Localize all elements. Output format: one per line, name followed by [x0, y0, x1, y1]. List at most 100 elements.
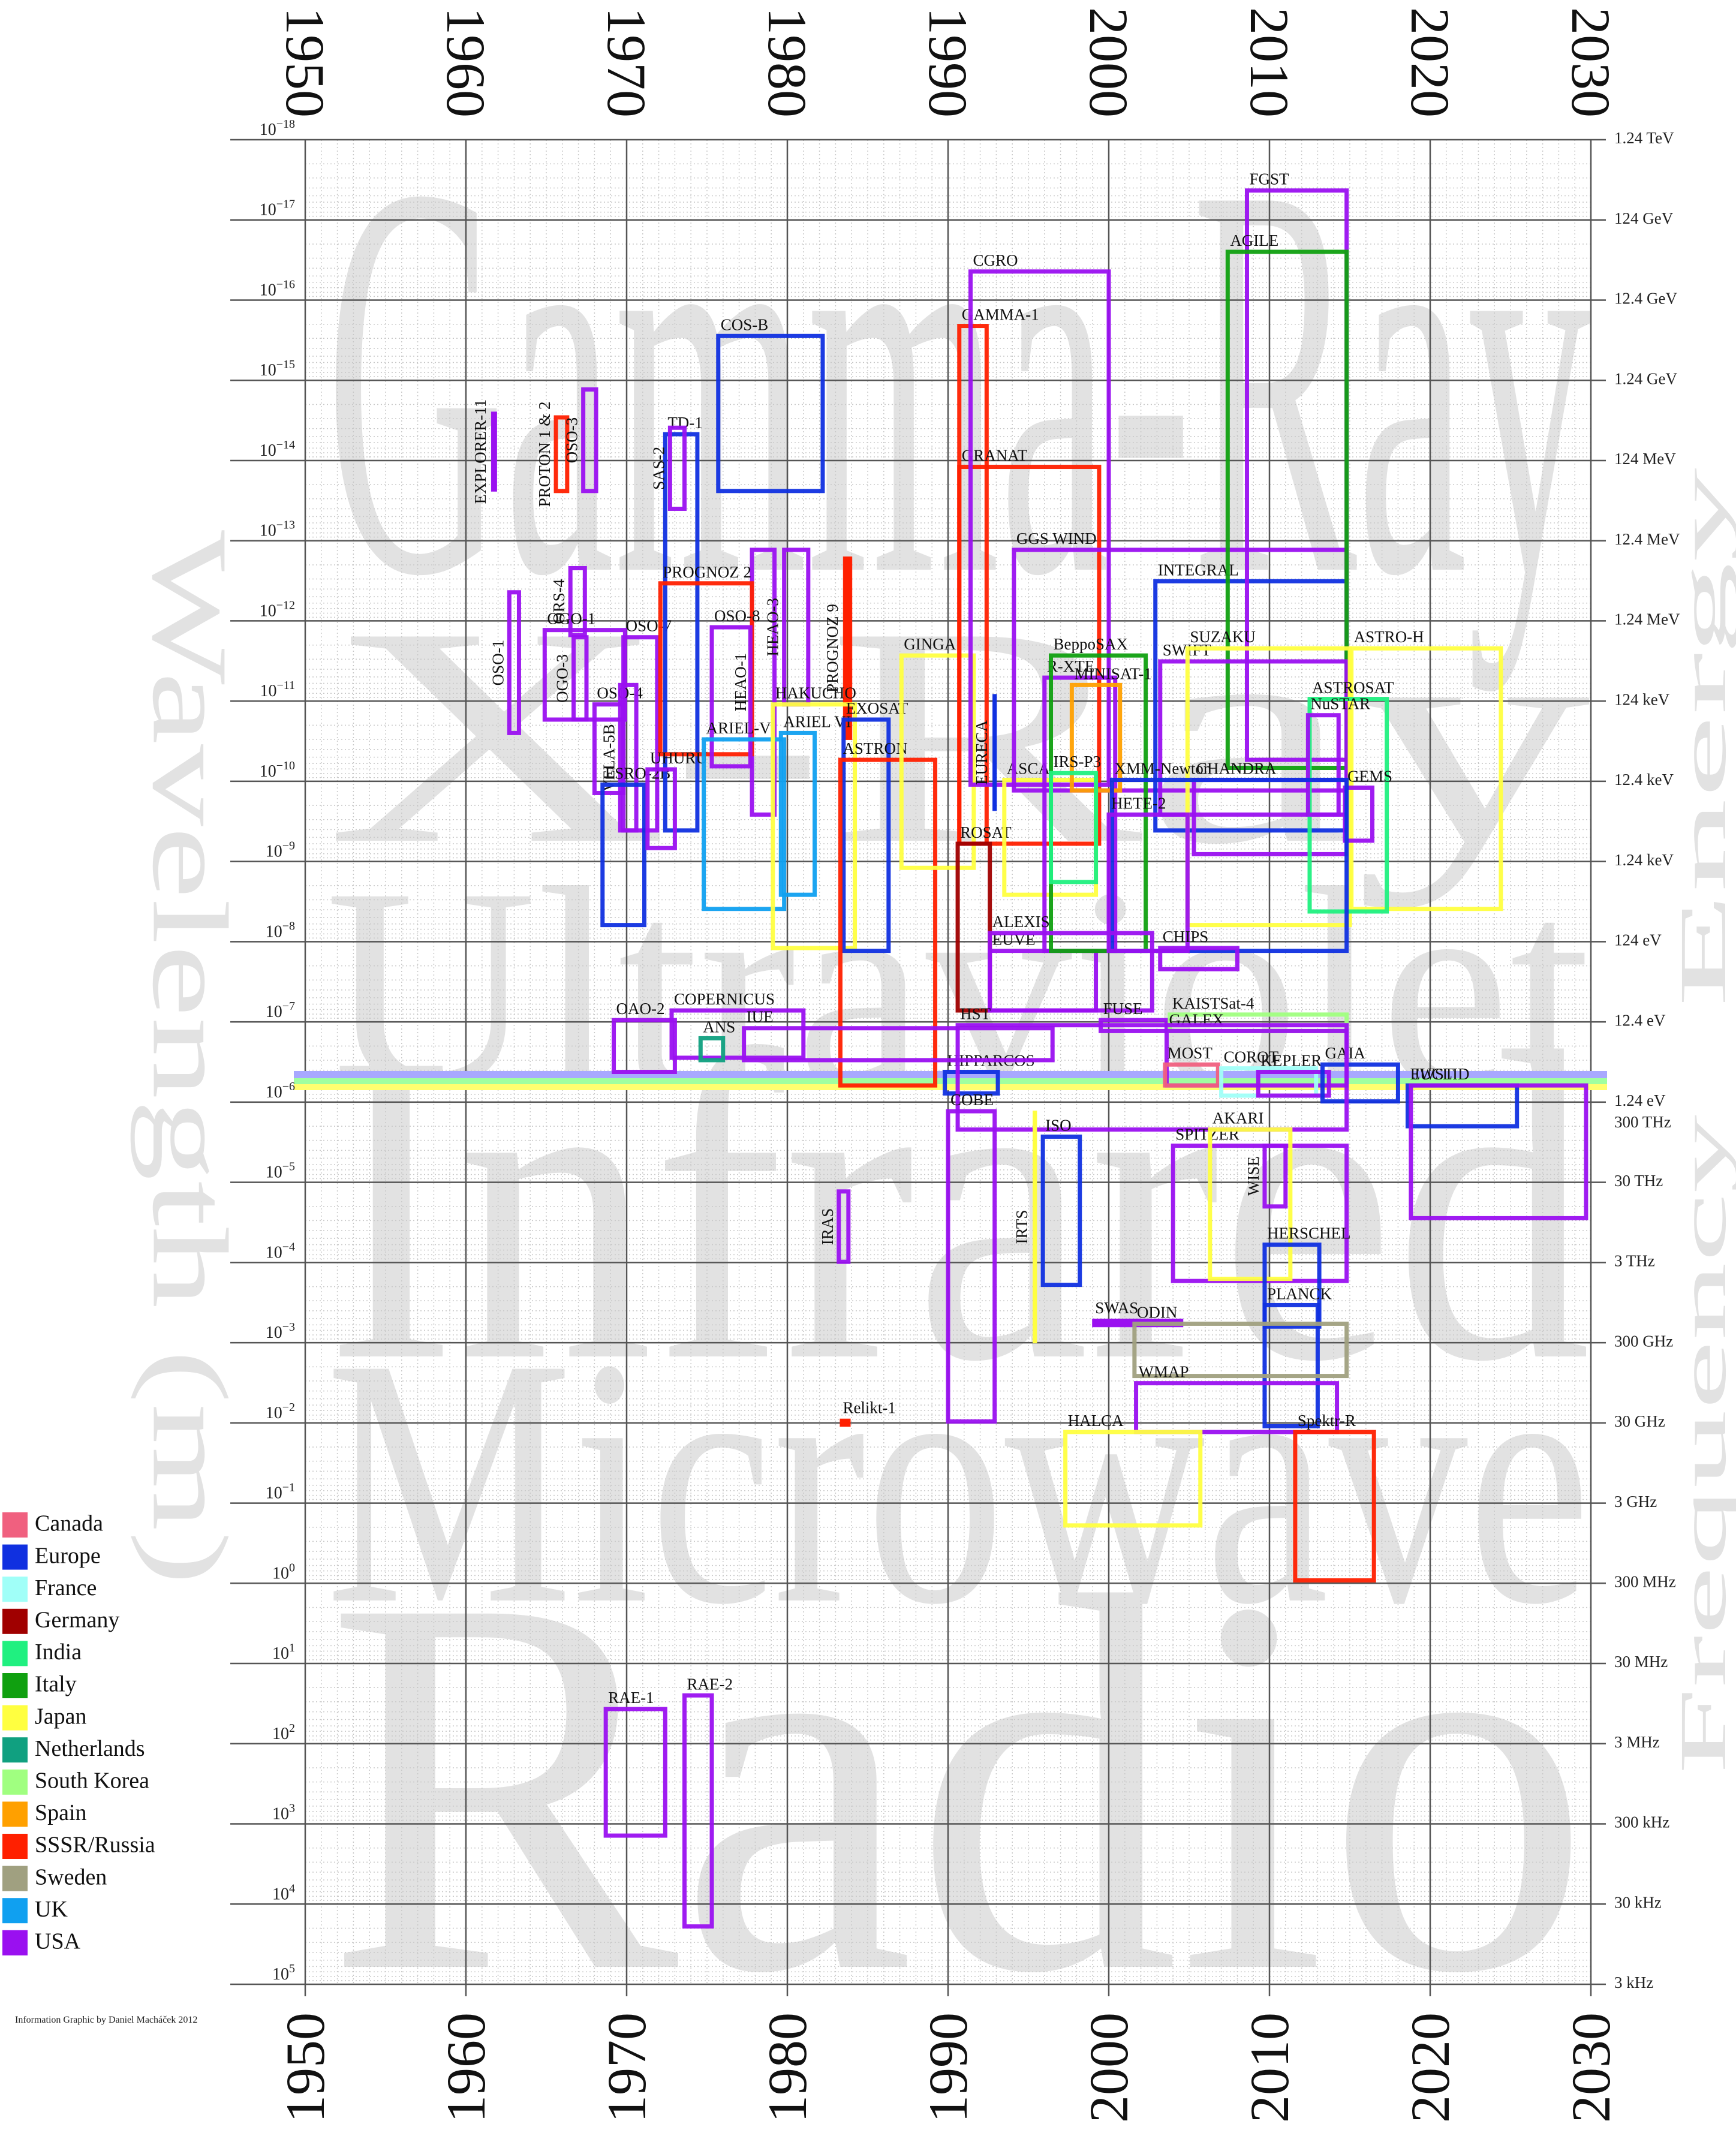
y-tick-base: 10 [260, 682, 276, 700]
y-tick-label: 10−8 [266, 919, 295, 941]
y-tick-exponent: −6 [282, 1080, 295, 1093]
x-tick-label-top: 2000 [1078, 7, 1139, 118]
mission-box [742, 1026, 1055, 1063]
mission-label: ISO [1045, 1117, 1072, 1135]
mission-box [507, 590, 521, 735]
mission-label: ASTROSAT [1312, 679, 1394, 697]
mission-label: COPERNICUS [674, 990, 775, 1008]
mission-label: EXOSAT [846, 699, 908, 717]
y2-tick-label: 12.4 eV [1614, 1011, 1666, 1029]
y2-tick-label: 1.24 MeV [1614, 610, 1680, 628]
y-tick-base: 10 [260, 441, 276, 460]
mission-label: R-XTE [1047, 657, 1094, 675]
mission-box [553, 415, 570, 494]
x-tick-label-top: 2010 [1239, 7, 1300, 118]
mission-label: MOST [1168, 1044, 1213, 1062]
legend-label: Germany [35, 1608, 119, 1633]
y2-tick-label: 1.24 TeV [1614, 129, 1674, 147]
y-tick-base: 10 [272, 1725, 289, 1743]
legend-swatch [2, 1673, 28, 1698]
y-tick-exponent: 3 [289, 1802, 295, 1815]
mission-label: HAKUCHO [775, 684, 856, 702]
y-tick-base: 10 [260, 201, 276, 219]
y-tick-exponent: −8 [282, 919, 295, 932]
mission-box [1158, 659, 1349, 817]
mission-label: RAE-1 [608, 1689, 654, 1707]
mission-box [1262, 1242, 1322, 1329]
mission-label: ARIEL VI [783, 712, 851, 730]
mission-label: Spektr-R [1298, 1412, 1356, 1430]
y-tick-exponent: 0 [289, 1561, 295, 1574]
mission-label: GAMMA-1 [962, 306, 1039, 324]
mission-box [663, 432, 700, 833]
y-tick-base: 10 [272, 1564, 289, 1583]
mission-label: KEPLER [1260, 1051, 1322, 1069]
mission-label: AKARI [1213, 1109, 1264, 1127]
y-tick-exponent: 1 [289, 1641, 295, 1654]
y-tick-exponent: −9 [282, 840, 295, 853]
legend: Canada Europe France Germany India Italy Japan… [2, 1511, 155, 1955]
mission-label: FUSE [1103, 1000, 1143, 1018]
mission-box [1040, 1135, 1082, 1287]
mission-box [992, 694, 997, 811]
y-tick-label: 100 [272, 1561, 295, 1583]
mission-label: HETE-2 [1111, 794, 1166, 812]
y-tick-label: 10−16 [260, 278, 295, 299]
mission-box [1305, 713, 1341, 817]
mission-box [968, 269, 1111, 787]
legend-label: Italy [35, 1672, 77, 1697]
mission-box [1171, 1144, 1349, 1283]
visible-stripe [294, 1078, 1607, 1084]
mission-label: GGS WIND [1016, 530, 1097, 547]
y-tick-label: 10−14 [260, 438, 295, 460]
legend-label: SSSR/Russia [35, 1833, 155, 1858]
visible-stripe [294, 1084, 1607, 1090]
mission-box [1106, 812, 1190, 953]
y-tick-base: 10 [266, 1404, 282, 1422]
mission-label: Relikt-1 [843, 1399, 896, 1417]
y2-tick-label: 12.4 MeV [1614, 530, 1680, 548]
legend-swatch [2, 1641, 28, 1666]
y2-tick-label: 12.4 GeV [1614, 290, 1677, 308]
legend-label: Canada [35, 1511, 103, 1536]
legend-swatch [2, 1769, 28, 1795]
mission-box [1262, 1144, 1288, 1209]
mission-label: WMAP [1139, 1363, 1189, 1381]
mission-label: OSO-1 [489, 640, 507, 686]
y-tick-exponent: −15 [276, 358, 295, 371]
legend-swatch [2, 1705, 28, 1731]
mission-box [709, 625, 753, 769]
y3-tick-label: 300 MHz [1614, 1573, 1676, 1591]
y-tick-exponent: −4 [282, 1240, 295, 1253]
y-tick-base: 10 [260, 121, 276, 139]
y-tick-base: 10 [266, 1083, 282, 1102]
legend-swatch [2, 1801, 28, 1827]
y-tick-label: 10−10 [260, 759, 295, 781]
y-tick-base: 10 [260, 361, 276, 380]
y-tick-base: 10 [260, 762, 276, 781]
mission-label: VELA-5B [600, 724, 618, 791]
mission-label: PLANCK [1267, 1284, 1332, 1302]
mission-box [1158, 946, 1239, 971]
y-tick-base: 10 [272, 1644, 289, 1663]
y3-tick-label: 30 kHz [1614, 1893, 1662, 1911]
mission-label: SWAS [1095, 1299, 1138, 1317]
y-tick-exponent: −13 [276, 519, 295, 532]
mission-label: ANS [703, 1018, 735, 1036]
legend-swatch [2, 1834, 28, 1859]
y-tick-exponent: −16 [276, 278, 295, 291]
mission-box [645, 767, 677, 850]
legend-swatch [2, 1866, 28, 1891]
y-tick-exponent: −18 [276, 118, 295, 131]
y-tick-label: 10−15 [260, 358, 295, 380]
axes: 1950 1950 1960 1960 1970 1970 1980 1980 1990 1990… [260, 7, 1680, 2123]
y-tick-base: 10 [266, 1003, 282, 1021]
x-tick-label-top: 1990 [917, 7, 979, 118]
legend-label: Spain [35, 1800, 87, 1825]
y3-tick-label: 300 GHz [1614, 1332, 1673, 1350]
y-tick-label: 101 [272, 1641, 295, 1663]
mission-box [955, 1023, 1349, 1132]
x-tick-label-top: 1960 [435, 7, 497, 118]
y-tick-label: 10−18 [260, 118, 295, 139]
